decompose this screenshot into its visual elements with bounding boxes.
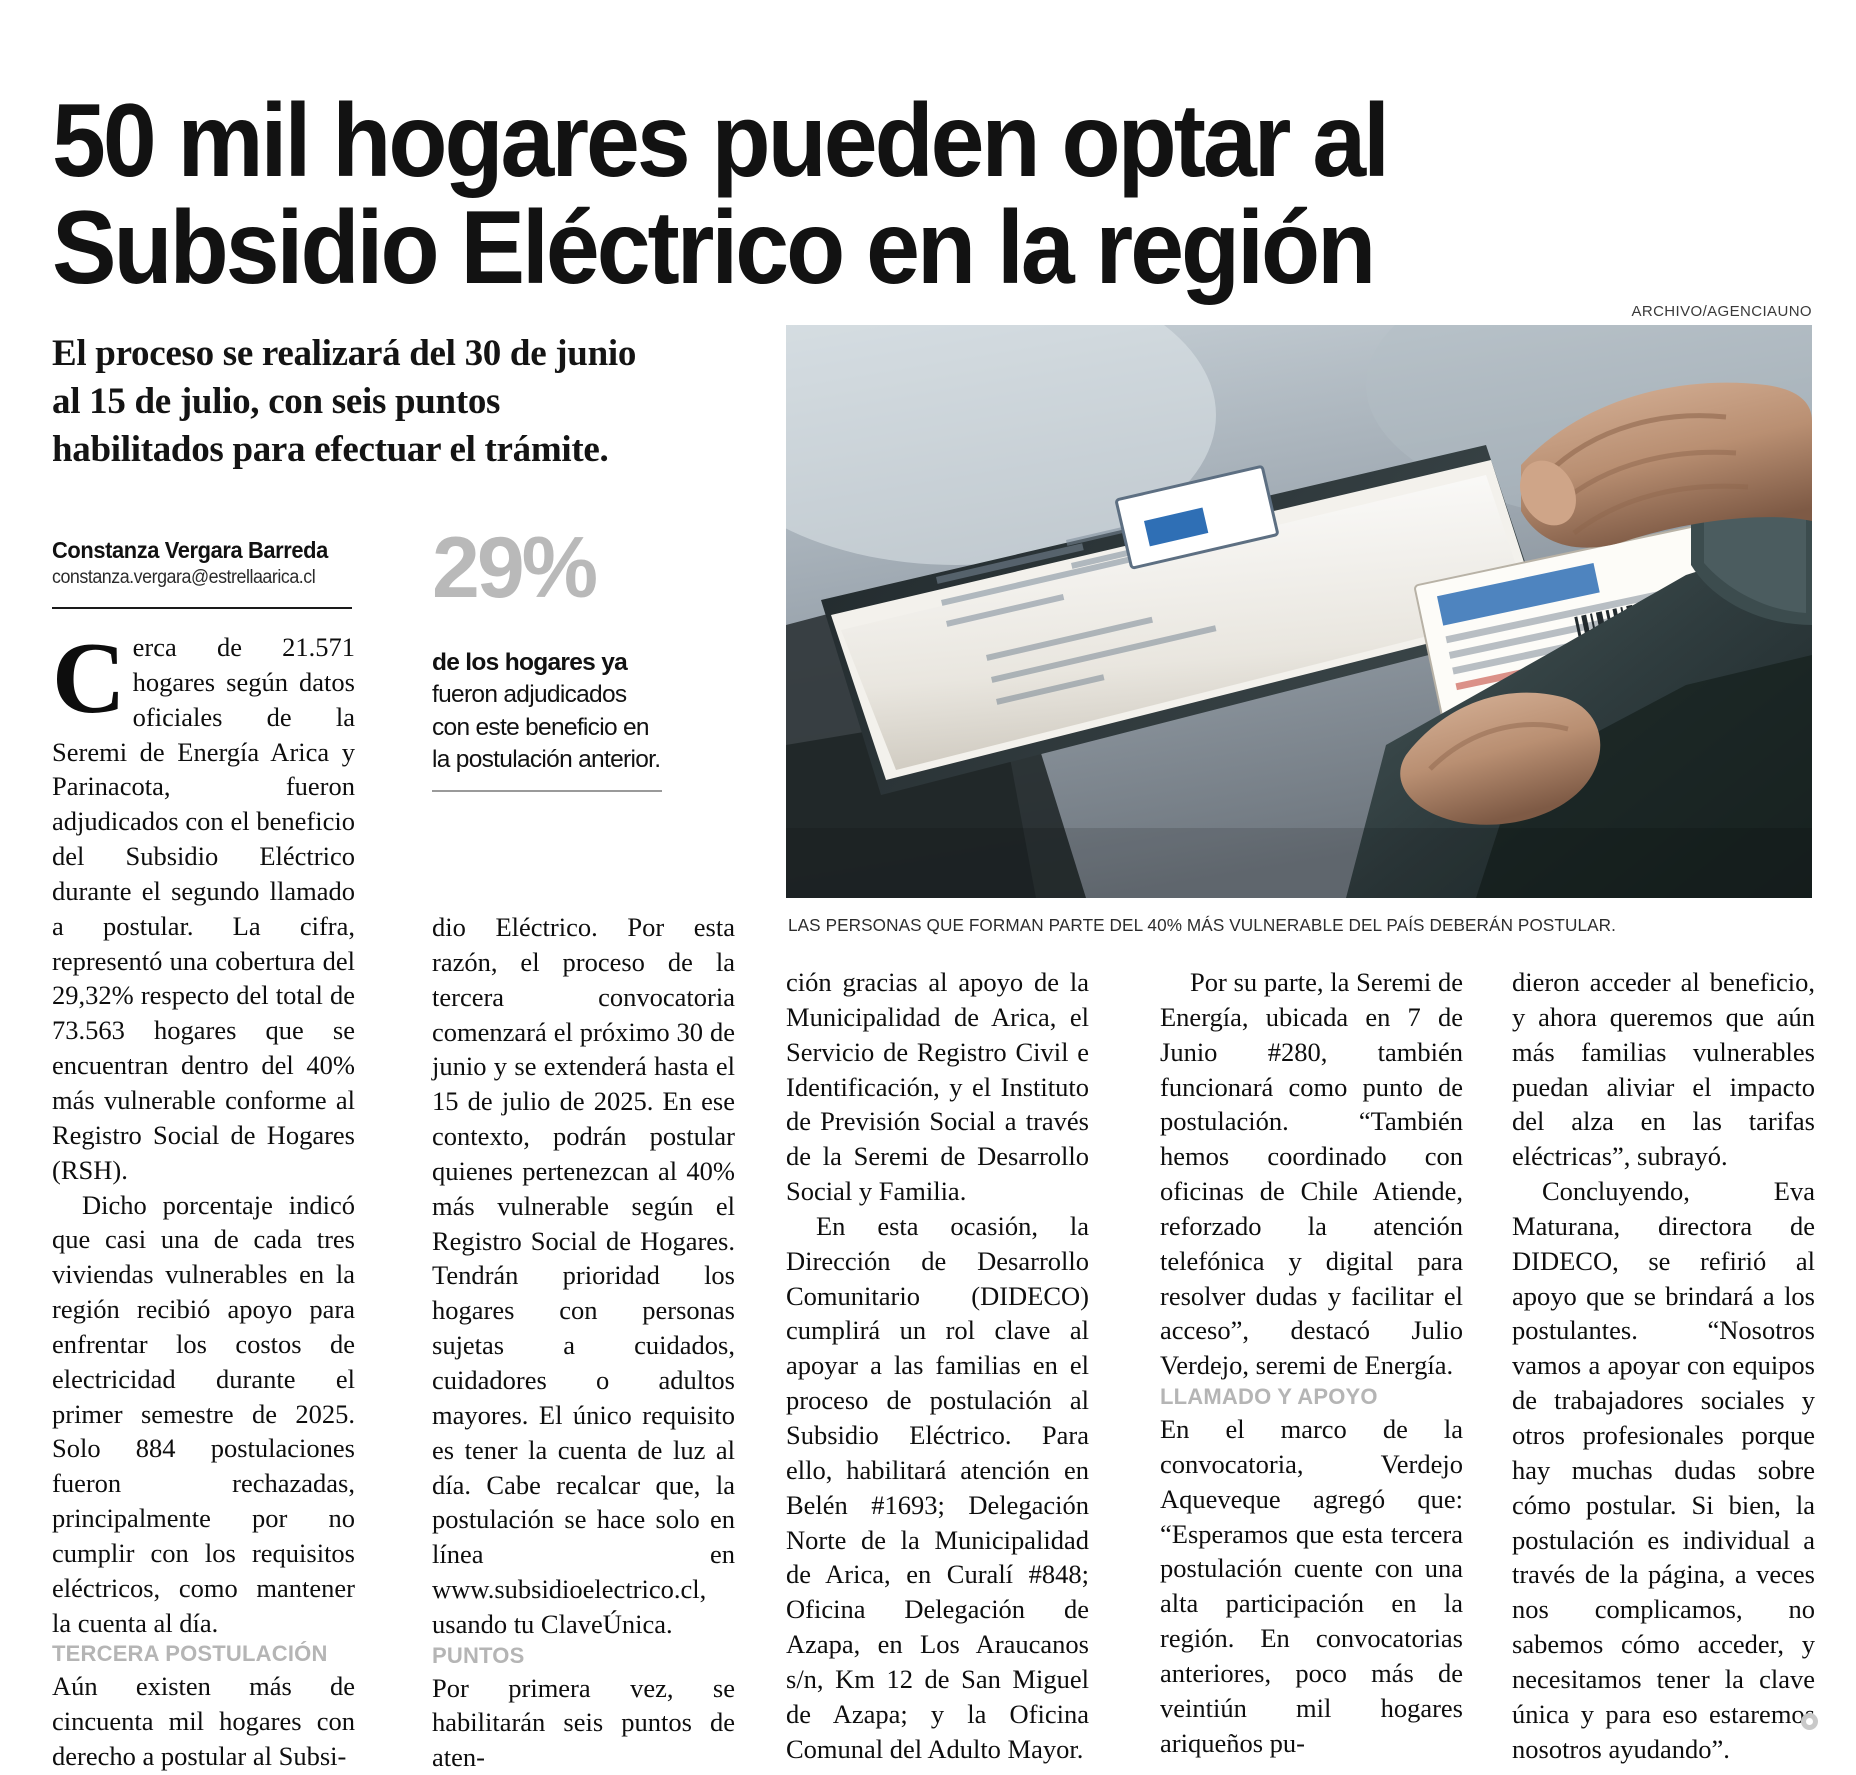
paragraph: ción gracias al apoyo de la Municipalida… bbox=[786, 967, 1089, 1207]
body-column-4: Por su parte, la Seremi de Energía, ubic… bbox=[1160, 965, 1463, 1760]
paragraph: Concluyendo, Eva Maturana, directora de … bbox=[1512, 1176, 1815, 1764]
pullquote-divider bbox=[432, 790, 662, 792]
byline: Constanza Vergara Barreda constanza.verg… bbox=[52, 537, 372, 589]
pullquote-rest: fueron adjudicados con este beneficio en… bbox=[432, 681, 661, 773]
pullquote-number: 29% bbox=[432, 520, 598, 616]
article-subhead: El proceso se realizará del 30 de junio … bbox=[52, 333, 637, 471]
paragraph: Dicho porcentaje indicó que casi una de … bbox=[52, 1189, 355, 1638]
pullquote-bold-lead: de los hogares ya bbox=[432, 649, 628, 676]
photo-caption: LAS PERSONAS QUE FORMAN PARTE DEL 40% MÁ… bbox=[788, 915, 1617, 935]
paragraph: Aún existen más de cincuenta mil hogares… bbox=[52, 1671, 355, 1772]
article-photo bbox=[786, 325, 1812, 898]
page-title: 50 mil hogares pueden optar al Subsidio … bbox=[52, 82, 1689, 306]
section-kicker: LLAMADO Y APOYO bbox=[1160, 1384, 1378, 1410]
section-kicker: TERCERA POSTULACIÓN bbox=[52, 1641, 328, 1667]
pullquote: 29% de los hogares ya fueron adjudicados… bbox=[432, 525, 662, 776]
photo-illustration bbox=[786, 325, 1812, 898]
paragraph-text: erca de 21.571 hogares según datos ofici… bbox=[52, 632, 355, 1185]
byline-divider bbox=[52, 607, 352, 609]
photo-credit: ARCHIVO/AGENCIAUNO bbox=[1631, 303, 1812, 320]
byline-author: Constanza Vergara Barreda bbox=[52, 537, 328, 563]
section-kicker: PUNTOS bbox=[432, 1642, 525, 1668]
byline-email[interactable]: constanza.vergara@estrellaarica.cl bbox=[52, 567, 316, 588]
paragraph: dieron acceder al beneficio, y ahora que… bbox=[1512, 967, 1815, 1172]
pullquote-text: de los hogares ya fueron adjudicados con… bbox=[432, 647, 662, 776]
body-column-5: dieron acceder al beneficio, y ahora que… bbox=[1512, 965, 1815, 1766]
headline-line-2: Subsidio Eléctrico en la región bbox=[52, 189, 1376, 306]
paragraph: Por primera vez, se habilitarán seis pun… bbox=[432, 1672, 735, 1773]
paragraph: En el marco de la convocatoria, Verdejo … bbox=[1160, 1414, 1463, 1758]
paragraph: En esta ocasión, la Dirección de Desarro… bbox=[786, 1210, 1089, 1764]
headline-line-1: 50 mil hogares pueden optar al bbox=[52, 82, 1390, 199]
paragraph: dio Eléctrico. Por esta razón, el proces… bbox=[432, 912, 735, 1639]
body-column-2: dio Eléctrico. Por esta razón, el proces… bbox=[432, 910, 735, 1775]
end-of-article-mark bbox=[1801, 1713, 1818, 1730]
paragraph: Por su parte, la Seremi de Energía, ubic… bbox=[1160, 967, 1463, 1381]
drop-cap: C bbox=[52, 622, 126, 735]
body-column-3: ción gracias al apoyo de la Municipalida… bbox=[786, 965, 1089, 1766]
